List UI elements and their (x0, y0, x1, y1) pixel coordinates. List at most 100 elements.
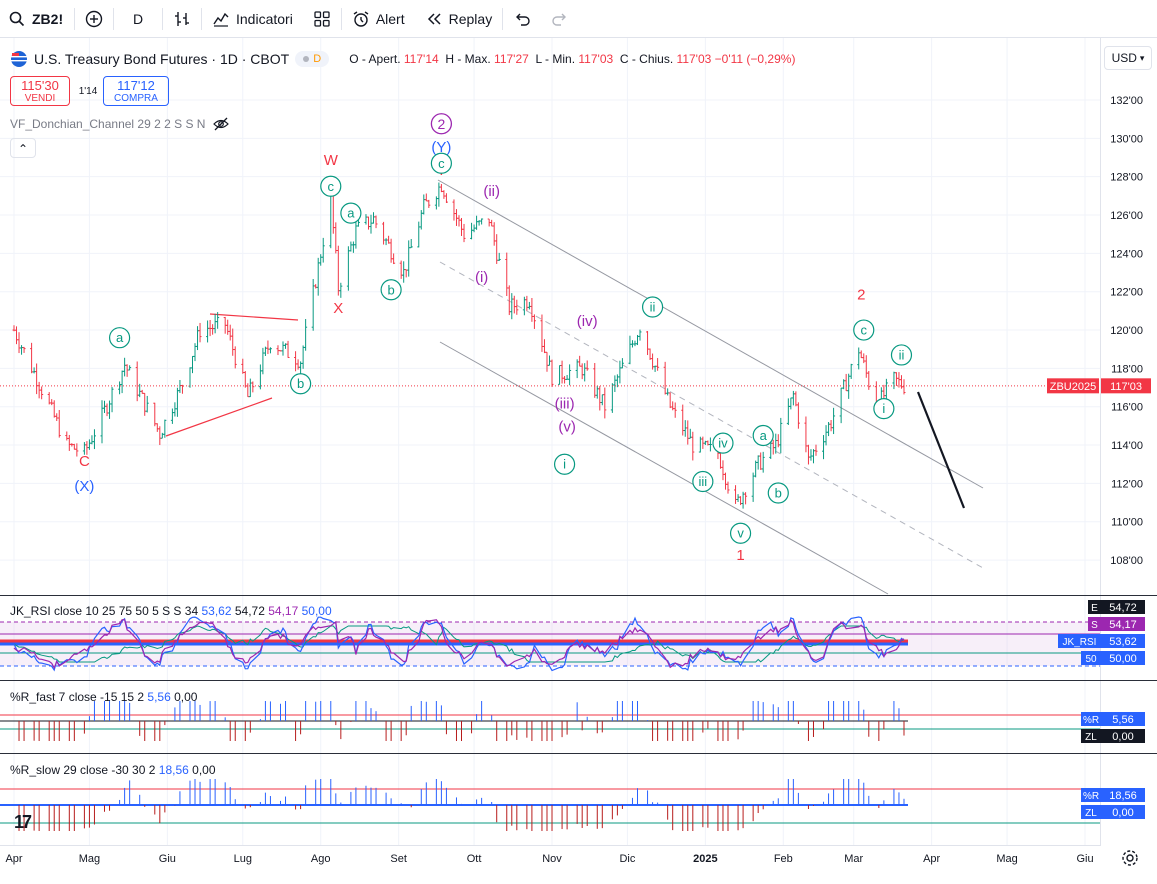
price-bar (268, 347, 272, 354)
price-bar (857, 347, 861, 370)
svg-text:b: b (297, 376, 304, 391)
price-bar (492, 222, 496, 246)
interval-button[interactable]: D (114, 0, 162, 38)
price-bar (382, 221, 386, 245)
sell-button[interactable]: 115'30 VENDI (10, 76, 70, 106)
rsi-legend[interactable]: JK_RSI close 10 25 75 50 5 S S 34 53,62 … (10, 604, 332, 618)
time-tick-label: Mar (844, 853, 863, 865)
wave-label: (v) (558, 419, 576, 436)
price-bar (786, 398, 790, 425)
price-bar (618, 360, 622, 384)
spread-value: 1'14 (78, 86, 98, 97)
price-bar (829, 419, 833, 432)
replay-button[interactable]: Replay (415, 0, 503, 38)
rsi-tag-main-value (1101, 634, 1145, 648)
price-bar (600, 394, 604, 406)
price-bar (281, 341, 285, 356)
rslow-legend[interactable]: %R_slow 29 close -30 30 2 18,56 0,00 (10, 763, 216, 777)
gear-icon[interactable] (1120, 848, 1140, 868)
wave-label-minor: a (340, 202, 362, 224)
price-bar (646, 331, 650, 356)
price-bar (756, 455, 760, 470)
svg-text:i: i (563, 457, 566, 472)
wave-label-minor: a (752, 424, 774, 447)
price-bar (774, 433, 778, 454)
price-bar (50, 399, 54, 406)
price-bar (57, 409, 61, 438)
overlay-indicator-legend[interactable]: VF_Donchian_Channel 29 2 2 S S N (10, 117, 230, 131)
ohlc-values: O - Apert. 117'14 H - Max. 117'27 L - Mi… (349, 52, 795, 66)
price-bar (374, 215, 378, 229)
price-bar (510, 293, 514, 320)
eye-off-icon[interactable] (213, 117, 230, 131)
price-bar (515, 299, 519, 315)
chart-canvas[interactable]: C(X)WX2(Y)Y(ii)(i)(iv)(iii)(v)12abcabcii… (0, 38, 1157, 884)
price-bar (424, 193, 428, 202)
indicators-button[interactable]: Indicatori (202, 0, 303, 38)
price-bar (791, 390, 795, 406)
price-bar (155, 423, 159, 432)
price-bar (392, 253, 396, 265)
layouts-button[interactable] (303, 0, 341, 38)
redo-button[interactable] (541, 0, 579, 38)
wave-label-minor: b (290, 373, 312, 395)
alert-label: Alert (375, 10, 405, 27)
price-bar (123, 357, 127, 377)
price-bar (67, 434, 71, 451)
undo-button[interactable] (503, 0, 541, 38)
status-dot-icon (303, 56, 310, 62)
price-bar (839, 387, 843, 424)
market-status-badge[interactable]: D (295, 51, 330, 67)
symbol-label: ZB2! (32, 10, 64, 27)
buy-label: COMPRA (114, 93, 158, 104)
price-bar (145, 395, 149, 413)
price-bar (193, 343, 197, 362)
buy-button[interactable]: 117'12 COMPRA (103, 76, 169, 106)
svg-text:v: v (737, 526, 744, 541)
ohlc-c-label: C - Chius. (619, 52, 674, 66)
bar-chart-icon (175, 11, 189, 26)
rfast-tag-r-key (1081, 712, 1101, 726)
compare-button[interactable] (75, 0, 113, 38)
alert-button[interactable]: Alert (342, 0, 415, 38)
price-bar (417, 221, 421, 248)
price-bar (691, 431, 695, 461)
wave-label: (iv) (577, 313, 598, 330)
price-tick-label: 118'00 (1111, 363, 1143, 375)
chart-title[interactable]: U.S. Treasury Bond Futures · 1D · CBOT D… (10, 50, 795, 68)
rfast-legend[interactable]: %R_fast 7 close -15 15 2 5,56 0,00 (10, 690, 197, 704)
indicators-icon (213, 12, 229, 27)
collapse-legend-button[interactable]: ⌃ (10, 138, 36, 158)
interval-label: D (132, 10, 144, 27)
triangle-upper-line (209, 313, 299, 321)
top-toolbar: ZB2! D Indicatori Alert Replay (0, 0, 1157, 38)
time-tick-label: Giu (159, 853, 176, 865)
price-bar (613, 375, 617, 393)
price-bar (457, 215, 461, 227)
chart-type-button[interactable] (163, 0, 201, 38)
price-tick-label: 112'00 (1111, 478, 1143, 490)
price-bar (125, 364, 129, 377)
price-bar (92, 429, 96, 450)
price-bar (452, 199, 456, 221)
price-bar (490, 219, 494, 227)
time-tick-label: Ott (467, 853, 482, 865)
ohlc-o-value: 117'14 (403, 52, 439, 66)
price-bar (867, 370, 871, 390)
symbol-search[interactable]: ZB2! (0, 0, 74, 38)
currency-selector[interactable]: USD ▾ (1104, 46, 1152, 70)
price-tick-label: 110'00 (1111, 517, 1143, 529)
rewind-icon (427, 12, 441, 25)
ohlc-l-value: 117'03 (578, 52, 614, 66)
price-bar (462, 223, 466, 243)
price-bar (65, 431, 69, 441)
price-bar (542, 339, 546, 354)
time-tick-label: Lug (234, 853, 252, 865)
rsi-tag-s-value (1101, 617, 1145, 631)
price-bar (736, 494, 740, 503)
tradingview-logo-icon[interactable]: 17 (14, 812, 32, 832)
price-bar (163, 419, 167, 438)
wave-label-minor: c (430, 152, 452, 174)
currency-label: USD (1111, 51, 1137, 65)
price-bar (248, 378, 252, 398)
